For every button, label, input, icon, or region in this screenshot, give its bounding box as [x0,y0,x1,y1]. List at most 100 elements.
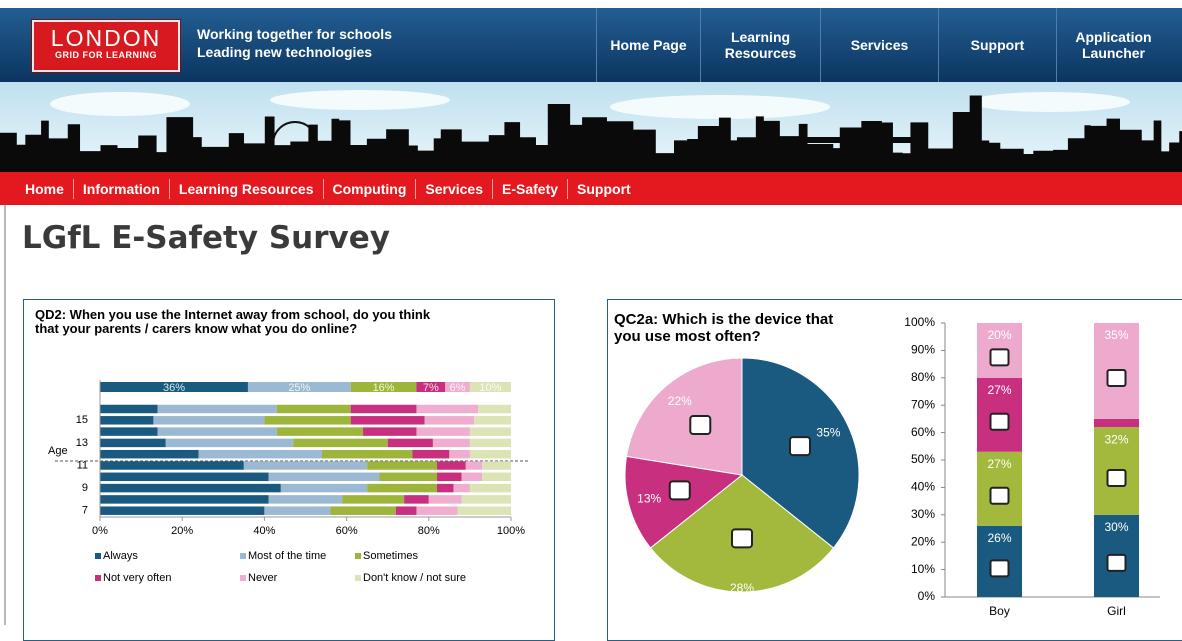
y-tick-label: 7 [82,505,88,517]
device-icon [731,528,753,549]
x-tick-label: 60% [336,525,358,537]
nav-item[interactable]: Services [820,8,938,82]
bar-segment [432,438,470,448]
legend-label: Sometimes [363,550,419,562]
bar-segment [198,449,322,459]
device-icon [1106,553,1127,572]
value-label: 27% [987,383,1011,397]
bar-segment [412,449,450,459]
sub-nav-item[interactable]: Support [567,178,640,199]
bar-segment [367,483,438,493]
bar-segment [404,495,429,504]
cloud [970,92,1130,112]
bar-segment [321,449,413,459]
value-label: 27% [987,457,1011,471]
x-tick-label: Girl [1107,604,1126,618]
value-label: 28% [730,581,754,595]
bar-segment [100,427,158,436]
y-tick-label: 11 [77,459,88,471]
nav-item[interactable]: Learning Resources [700,8,820,82]
bar-segment [387,438,433,448]
bar-segment [453,483,470,493]
value-label: 13% [637,492,661,506]
bridge [800,137,920,143]
nav-item[interactable]: Home Page [596,8,700,82]
bar-segment [478,404,511,414]
bar-segment [469,483,511,493]
device-icon [989,348,1010,367]
value-label: 20% [987,328,1011,342]
value-label: 25% [288,382,310,394]
chart-title: QD2: When you use the Internet away from… [35,307,431,336]
bar-segment [157,404,277,414]
bar-segment [100,495,269,504]
y-tick-label: 30% [911,507,935,521]
nav-item[interactable]: Support [938,8,1056,82]
device-icon [989,559,1010,578]
device-icon [989,412,1010,431]
legend-swatch [95,553,101,559]
bar-segment [276,404,351,414]
value-label: 16% [373,382,395,394]
sub-nav-item[interactable]: E-Safety [492,178,567,199]
charts: 36% 25% 16% 7% 6% 10% 15 13 11 9 7 Age 0% 20% 40% 60% 80… [48,315,1160,618]
value-label: 6% [450,382,466,394]
y-tick-label: 90% [911,343,935,357]
buildings [0,95,1182,172]
bar-segment [449,449,470,459]
bar-segment [100,382,248,392]
bar-segment [100,483,281,493]
bar-segment [153,416,265,425]
bar-segment [367,461,438,470]
bar-segment [268,472,380,482]
tagline-line: Leading new technologies [197,44,373,60]
sub-nav-item[interactable]: Computing [322,178,416,199]
y-tick-label: 100% [904,315,935,329]
y-tick-label: 50% [911,452,935,466]
y-tick-label: 20% [911,534,935,548]
legend-label: Most of the time [248,550,326,562]
bar-segment [264,416,351,425]
bar-segment [350,382,417,392]
sub-nav-item[interactable]: Information [72,178,169,199]
sub-nav-item[interactable]: Learning Resources [168,178,323,199]
bar-segment [100,449,199,459]
legend-label: Not very often [103,572,171,584]
chart-title: QC2a: Which is the device that you use m… [614,311,834,345]
nav-item[interactable]: Application Launcher [1056,8,1170,82]
value-label: 7% [423,382,439,394]
sub-nav-item[interactable]: Services [415,178,492,199]
x-tick-label: 40% [253,525,275,537]
bar-segment [469,427,511,436]
bar-segment [482,461,511,470]
bar-segment [280,483,368,493]
y-tick-label: 10% [911,562,935,576]
device-icon [689,415,712,436]
device-icon [788,436,811,457]
sub-nav-item[interactable]: Home [25,180,64,197]
logo[interactable]: LONDON GRID FOR LEARNING [32,20,180,72]
pie-slice [624,455,744,549]
legend-swatch [355,553,361,559]
logo-text: LONDON [50,25,162,51]
bar-segment [457,506,511,515]
silhouette [0,95,1182,172]
bar-segment [100,438,166,448]
bar-segment [100,404,158,414]
bar-segment [100,461,244,470]
bar-segment [243,461,368,470]
legend-swatch [240,553,246,559]
legend-swatch [355,575,361,581]
sub-nav: Home Information Learning Resources Comp… [0,172,1182,205]
skyline-banner [0,82,1182,172]
device-icon [1106,468,1127,487]
y-axis-label: Age [48,445,68,457]
pie-slice [625,357,743,476]
legend-label: Always [103,550,138,562]
bar-segment [157,427,277,436]
value-label: 30% [1104,520,1128,534]
bar-segment [445,382,470,392]
bar-segment [100,506,265,515]
bar-segment [342,495,405,504]
tagline: Working together for schools Leading new… [197,25,392,61]
